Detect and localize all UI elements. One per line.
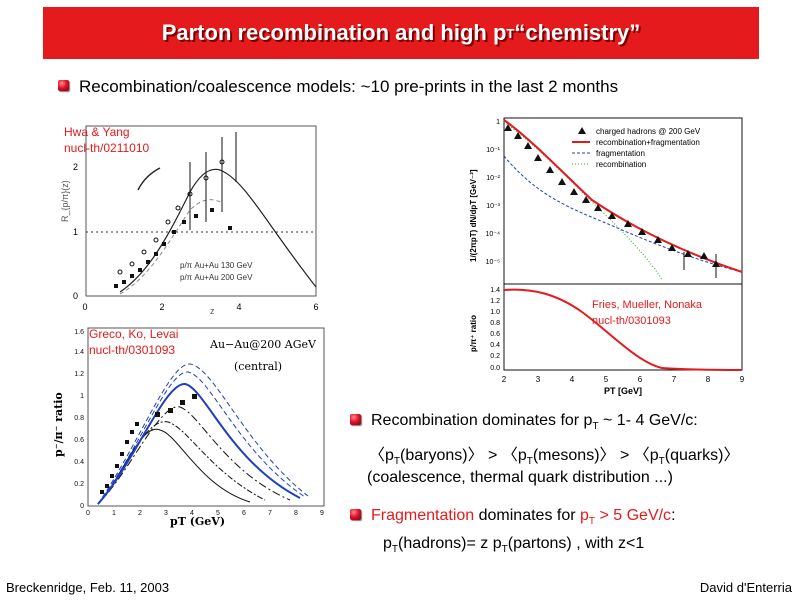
hwa-yang-plot: 0 2 4 6 0 1 2 z R_{p/π}(z) p/π Au+Au 130… xyxy=(60,122,322,318)
y-tick: 0.4 xyxy=(490,342,500,349)
footer-left: Breckenridge, Feb. 11, 2003 xyxy=(6,580,170,595)
fragmentation-bullet: Fragmentation dominates for pT > 5 GeV/c… xyxy=(350,507,676,527)
x-tick: 5 xyxy=(604,375,609,384)
legend-entry: recombination xyxy=(596,160,646,169)
ref-authors: Hwa & Yang xyxy=(64,125,130,139)
ref-id: nucl-th/0301093 xyxy=(592,315,671,327)
ref-id: nucl-th/0301093 xyxy=(89,343,175,357)
footer-right: David d'Enterria xyxy=(699,580,792,595)
y-tick: 0.2 xyxy=(74,481,84,488)
x-tick: 6 xyxy=(313,302,318,312)
coalescence-note: (coalescence, thermal quark distribution… xyxy=(367,469,673,486)
y-tick: 10⁻⁴ xyxy=(486,231,501,238)
x-tick: 2 xyxy=(138,510,142,517)
bullet-icon xyxy=(350,414,361,425)
intro-bullet: Recombination/coalescence models: ~10 pr… xyxy=(58,77,618,97)
legend-entry: p/π Au+Au 200 GeV xyxy=(180,273,253,282)
x-axis-label: pT (GeV) xyxy=(170,515,225,528)
y-tick: 0.8 xyxy=(490,320,500,327)
x-tick: 0 xyxy=(86,510,90,517)
y-tick: 10⁻² xyxy=(486,175,500,182)
bullet-icon xyxy=(58,80,69,91)
y-tick: 2 xyxy=(73,162,78,172)
x-tick: 8 xyxy=(706,375,711,384)
y-tick: 1 xyxy=(73,227,78,237)
x-tick: 2 xyxy=(502,375,507,384)
x-tick: 4 xyxy=(570,375,575,384)
y-tick: 1.0 xyxy=(490,309,500,316)
y-tick: 1.4 xyxy=(74,349,84,356)
fragmentation-formula: pT(hadrons)= z pT(partons) , with z<1 xyxy=(383,535,645,556)
pt-ordering: 〈pT(baryons)〉 > 〈pT(mesons)〉 > 〈pT(quark… xyxy=(369,447,740,468)
y-tick: 0.0 xyxy=(490,365,500,372)
y-tick: 10⁻³ xyxy=(486,203,500,210)
y-tick: 10⁻⁵ xyxy=(486,259,500,266)
ref-authors: Fries, Mueller, Nonaka xyxy=(592,299,703,311)
x-tick: 9 xyxy=(320,510,324,517)
y-axis-label-top: 1/(2πpT) dN/dpT [GeV⁻²] xyxy=(469,169,478,262)
x-tick: 6 xyxy=(638,375,643,384)
x-axis-label: PT [GeV] xyxy=(604,386,642,396)
x-tick: 9 xyxy=(740,375,745,384)
legend-entry: charged hadrons @ 200 GeV xyxy=(596,127,701,136)
y-tick: 1.6 xyxy=(74,329,84,336)
bullet-icon xyxy=(350,509,361,520)
y-axis-label: R_{p/π}(z) xyxy=(60,180,70,222)
recombination-bullet: Recombination dominates for pT ~ 1- 4 Ge… xyxy=(350,412,698,432)
y-tick: 1.4 xyxy=(490,287,500,294)
y-tick: 1.2 xyxy=(74,371,84,378)
intro-text: Recombination/coalescence models: ~10 pr… xyxy=(79,77,619,96)
x-tick: 7 xyxy=(672,375,677,384)
x-tick: 3 xyxy=(164,510,168,517)
x-tick: 5 xyxy=(216,510,220,517)
y-tick: 0.2 xyxy=(490,353,500,360)
greco-ko-levai-plot: 0 1 2 3 4 5 6 7 8 9 0 0.2 0.4 0.6 0.8 1 … xyxy=(50,322,328,530)
ref-id: nucl-th/0211010 xyxy=(64,141,150,155)
y-tick: 0.6 xyxy=(74,437,84,444)
y-tick: 1 xyxy=(496,119,500,126)
x-axis-label: z xyxy=(210,306,215,316)
y-tick: 0.4 xyxy=(74,459,84,466)
x-tick: 8 xyxy=(294,510,298,517)
x-tick: 4 xyxy=(190,510,194,517)
y-tick: 1 xyxy=(80,393,84,400)
x-tick: 6 xyxy=(242,510,246,517)
y-tick: 0 xyxy=(73,291,78,301)
y-axis-label: p⁻/π⁻ ratio xyxy=(52,392,65,457)
x-tick: 4 xyxy=(236,302,241,312)
system-label: Au−Au@200 AGeV xyxy=(209,338,317,351)
y-tick: 0 xyxy=(80,503,84,510)
fries-mueller-nonaka-plot: charged hadrons @ 200 GeV recombination+… xyxy=(462,112,750,402)
y-tick: 10⁻¹ xyxy=(486,147,500,154)
x-tick: 1 xyxy=(112,510,116,517)
x-tick: 3 xyxy=(536,375,541,384)
legend-entry: fragmentation xyxy=(596,149,645,158)
centrality-label: (central) xyxy=(234,360,282,373)
x-tick: 2 xyxy=(159,302,164,312)
y-tick: 0.8 xyxy=(74,415,84,422)
legend-entry: recombination+fragmentation xyxy=(596,138,700,147)
legend-entry: p/π Au+Au 130 GeV xyxy=(180,261,253,270)
x-tick: 7 xyxy=(268,510,272,517)
x-tick: 0 xyxy=(82,302,87,312)
y-tick: 1.2 xyxy=(490,298,500,305)
ref-authors: Greco, Ko, Levai xyxy=(89,327,178,341)
y-axis-label-bottom: p/π⁺ ratio xyxy=(469,315,478,352)
y-tick: 0.6 xyxy=(490,331,500,338)
